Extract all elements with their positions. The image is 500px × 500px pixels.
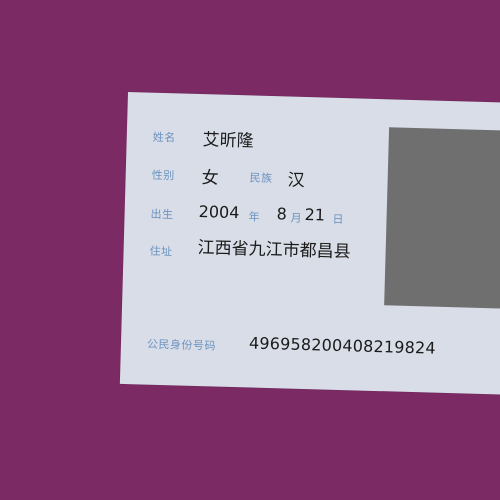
birth-label: 出生 xyxy=(150,207,174,222)
ethnicity-label: 民族 xyxy=(249,171,273,186)
address-label: 住址 xyxy=(149,244,173,259)
photo-placeholder xyxy=(384,127,500,310)
birth-year: 2004 xyxy=(198,202,240,223)
sex-label: 性别 xyxy=(151,168,175,183)
birth-day: 21 xyxy=(304,204,326,225)
name-label: 姓名 xyxy=(152,130,176,145)
month-unit: 月 xyxy=(290,211,303,225)
ethnicity-value: 汉 xyxy=(287,170,305,191)
id-card: 姓名 艾昕隆 性别 女 民族 汉 出生 2004 年 8 月 21 日 住址 江… xyxy=(119,92,500,396)
id-number-label: 公民身份号码 xyxy=(146,337,217,353)
year-unit: 年 xyxy=(248,210,261,224)
day-unit: 日 xyxy=(332,212,345,227)
id-number-value: 496958200408219824 xyxy=(248,333,437,358)
sex-value: 女 xyxy=(201,168,219,189)
name-value: 艾昕隆 xyxy=(202,130,254,152)
birth-month: 8 xyxy=(276,204,288,224)
address-value: 江西省九江市都昌县 xyxy=(197,238,351,263)
